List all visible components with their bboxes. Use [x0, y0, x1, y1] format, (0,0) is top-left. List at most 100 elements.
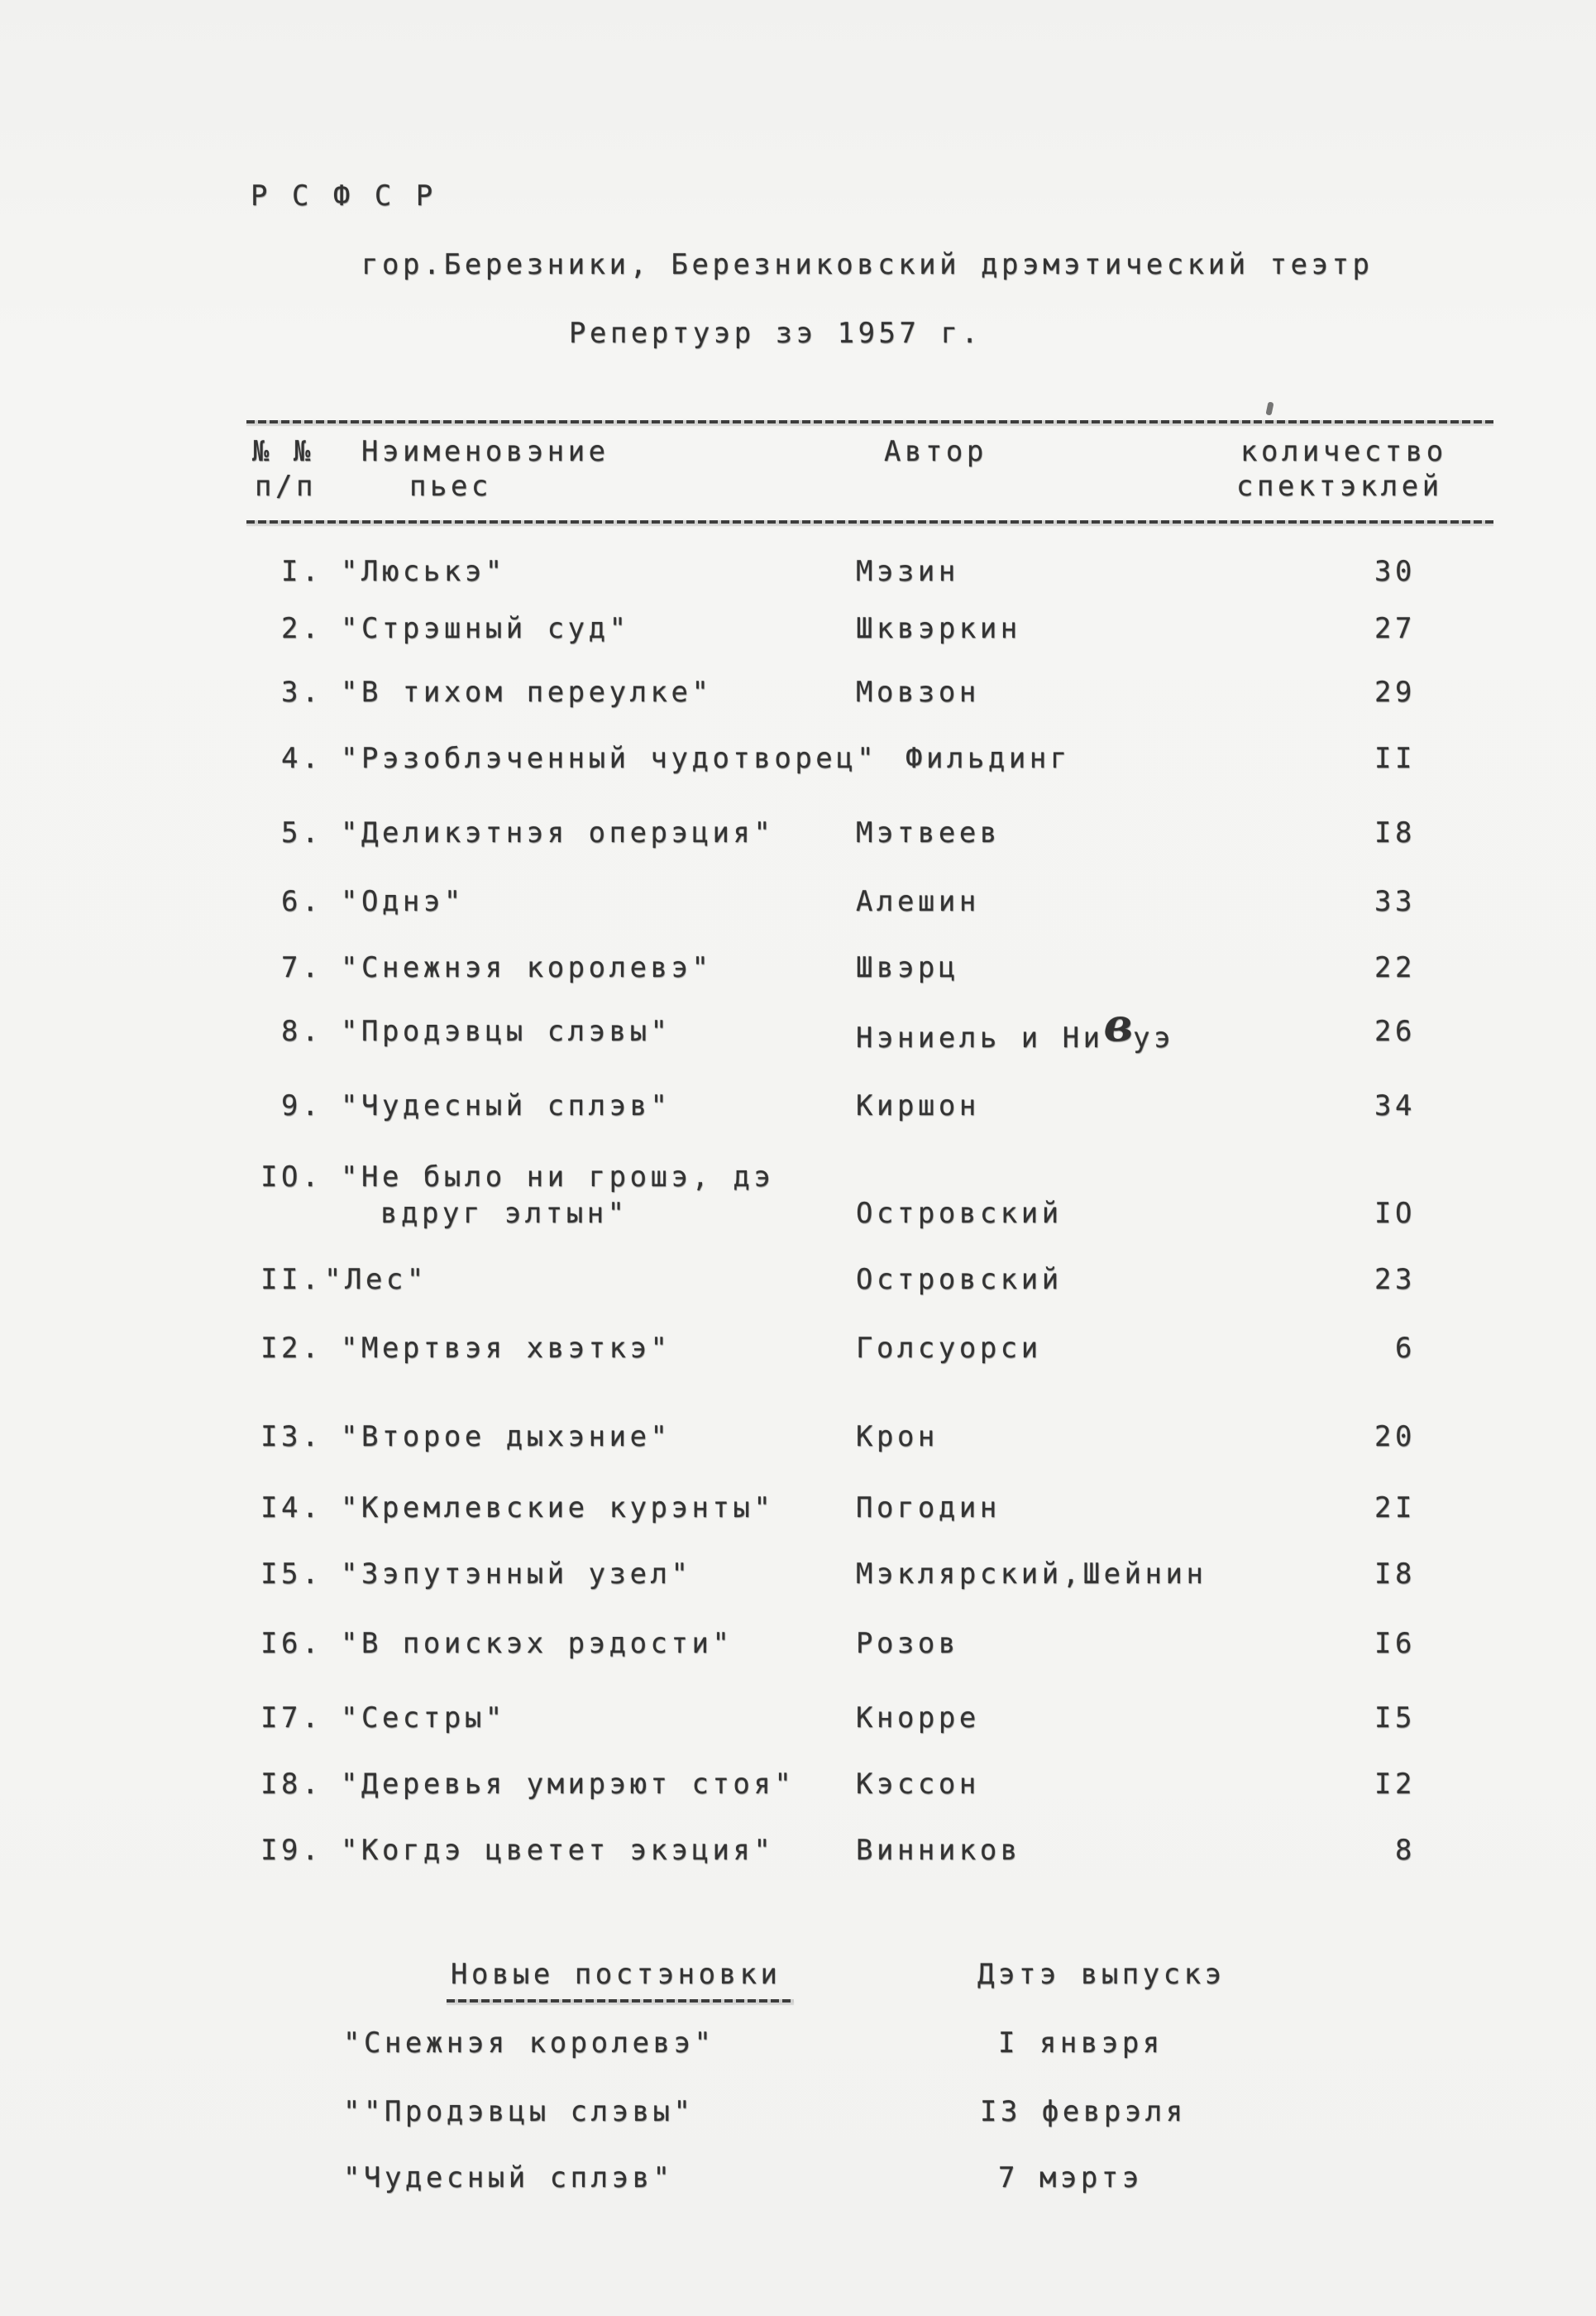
row-author: Погодин	[856, 1491, 1001, 1524]
row-num: 8.	[281, 1015, 323, 1048]
table-row: I4. "Кремлевские курэнты" Погодин 2I	[0, 1490, 1596, 1529]
row-title: "Сестры"	[341, 1701, 506, 1735]
row-title: "Лес"	[324, 1263, 428, 1296]
row-num: I7.	[260, 1701, 323, 1735]
col-header-author: Автор	[884, 435, 987, 468]
row-author-typed-part: Нэниель и Ни	[856, 1022, 1104, 1055]
row-count: I8	[1374, 816, 1416, 849]
row-author: Нэниель и Нивуэ	[856, 1002, 1175, 1056]
table-row: 2. "Стрэшный суд" Шквэркин 27	[0, 610, 1596, 650]
col-header-name-line1: Нэименовэние	[361, 435, 609, 468]
row-author: Винников	[856, 1834, 1021, 1867]
col-header-count-line2: спектэклей	[1236, 470, 1443, 503]
row-num: I5.	[260, 1558, 323, 1591]
table-row: I7. "Сестры" Кнорре I5	[0, 1700, 1596, 1739]
row-num: 4.	[281, 742, 323, 775]
item-title: "Снежнэя королевэ"	[343, 2026, 715, 2060]
row-title: "Стрэшный суд"	[341, 612, 630, 645]
row-count: 23	[1374, 1263, 1416, 1296]
row-title: "В тихом переулке"	[341, 676, 713, 709]
row-count: 6	[1395, 1332, 1416, 1365]
table-row: 4. "Рэзоблэченный чудотворец" Фильдинг I…	[0, 740, 1596, 780]
row-count: I2	[1374, 1768, 1416, 1801]
row-author: Швэрц	[856, 951, 959, 984]
row-count: IO	[1374, 1197, 1416, 1230]
row-author: Островский	[856, 1263, 1063, 1296]
row-title: "Однэ"	[341, 885, 465, 918]
release-date-heading: Дэтэ выпускэ	[977, 1958, 1226, 1991]
row-author: Мэзин	[856, 555, 959, 588]
row-title: "Чудесный сплэв"	[341, 1089, 671, 1122]
table-row: 3. "В тихом переулке" Мовзон 29	[0, 674, 1596, 714]
row-num: II.	[260, 1263, 323, 1296]
table-rule-bottom	[246, 520, 1493, 524]
item-title: "Чудесный сплэв"	[343, 2161, 674, 2194]
row-title: "Зэпутэнный узел"	[341, 1558, 692, 1591]
row-title-line1: "Не было ни грошэ, дэ	[341, 1160, 775, 1194]
table-row: 9. "Чудесный сплэв" Киршон 34	[0, 1088, 1596, 1127]
row-num: I9.	[260, 1834, 323, 1867]
header-country: Р С Ф С Р	[251, 179, 437, 213]
row-author: Кнорре	[856, 1701, 980, 1735]
row-num: I.	[281, 555, 323, 588]
table-row: IO. "Не было ни грошэ, дэ вдруг элтын" О…	[0, 1159, 1596, 1235]
row-title: "Снежнэя королевэ"	[341, 951, 713, 984]
row-count: II	[1374, 742, 1416, 775]
row-title: "Люськэ"	[341, 555, 506, 588]
row-count: 22	[1374, 951, 1416, 984]
row-count: 26	[1374, 1015, 1416, 1048]
row-num: I6.	[260, 1627, 323, 1660]
table-row: 8. "Продэвцы слэвы" Нэниель и Нивуэ 26	[0, 1002, 1596, 1056]
row-count: I5	[1374, 1701, 1416, 1735]
item-title: ""Продэвцы слэвы"	[343, 2095, 695, 2128]
row-num: 3.	[281, 676, 323, 709]
row-count: 34	[1374, 1089, 1416, 1122]
table-row: I9. "Когдэ цветет экэция" Винников 8	[0, 1832, 1596, 1872]
row-num: I2.	[260, 1332, 323, 1365]
row-title: "Когдэ цветет экэция"	[341, 1834, 775, 1867]
row-count: 2I	[1374, 1491, 1416, 1524]
row-author: Крон	[856, 1420, 939, 1453]
table-row: I6. "В поискэх рэдости" Розов I6	[0, 1625, 1596, 1665]
table-row: I8. "Деревья умирэют стоя" Кэссон I2	[0, 1766, 1596, 1806]
row-count: 8	[1395, 1834, 1416, 1867]
table-row: I. "Люськэ" Мэзин 30	[0, 553, 1596, 593]
col-header-name-line2: пьес	[409, 470, 492, 503]
item-date: 7 мэртэ	[998, 2161, 1143, 2194]
table-row: 6. "Однэ" Алешин 33	[0, 883, 1596, 923]
row-author: Шквэркин	[856, 612, 1021, 645]
row-num: 7.	[281, 951, 323, 984]
col-header-count-line1: количество	[1240, 435, 1447, 468]
table-row: I3. "Второе дыхэние" Крон 20	[0, 1419, 1596, 1458]
col-header-num-line2: п/п	[255, 470, 317, 503]
row-author: Мэтвеев	[856, 816, 1001, 849]
row-count: I8	[1374, 1558, 1416, 1591]
row-title: "В поискэх рэдости"	[341, 1627, 733, 1660]
row-author: Киршон	[856, 1089, 980, 1122]
row-num: 2.	[281, 612, 323, 645]
header-report-title: Репертуэр зэ 1957 г.	[569, 317, 982, 350]
row-title: "Продэвцы слэвы"	[341, 1015, 671, 1048]
row-num: 5.	[281, 816, 323, 849]
scan-ink-speck	[1265, 401, 1274, 416]
row-title: "Мертвэя хвэткэ"	[341, 1332, 671, 1365]
heading-underline	[447, 1999, 794, 2003]
row-title-line2: вдруг элтын"	[380, 1197, 628, 1230]
col-header-num-line1: № №	[252, 435, 314, 468]
row-title: "Второе дыхэние"	[341, 1420, 671, 1453]
header-city-line: гор.Березники, Березниковский дрэмэтичес…	[361, 248, 1374, 281]
row-author: Островский	[856, 1197, 1063, 1230]
row-count: 30	[1374, 555, 1416, 588]
table-row: 7. "Снежнэя королевэ" Швэрц 22	[0, 950, 1596, 989]
row-author: Алешин	[856, 885, 980, 918]
row-title: "Деликэтнэя оперэция"	[341, 816, 775, 849]
table-row: II. "Лес" Островский 23	[0, 1261, 1596, 1301]
table-row: 5. "Деликэтнэя оперэция" Мэтвеев I8	[0, 815, 1596, 854]
row-author-typed-part: уэ	[1133, 1022, 1175, 1055]
row-title: "Кремлевские курэнты"	[341, 1491, 775, 1524]
row-count: 27	[1374, 612, 1416, 645]
handwritten-correction: в	[1103, 998, 1134, 1051]
row-num: IO.	[260, 1160, 323, 1194]
new-productions-heading: Новые постэновки	[451, 1958, 781, 1991]
